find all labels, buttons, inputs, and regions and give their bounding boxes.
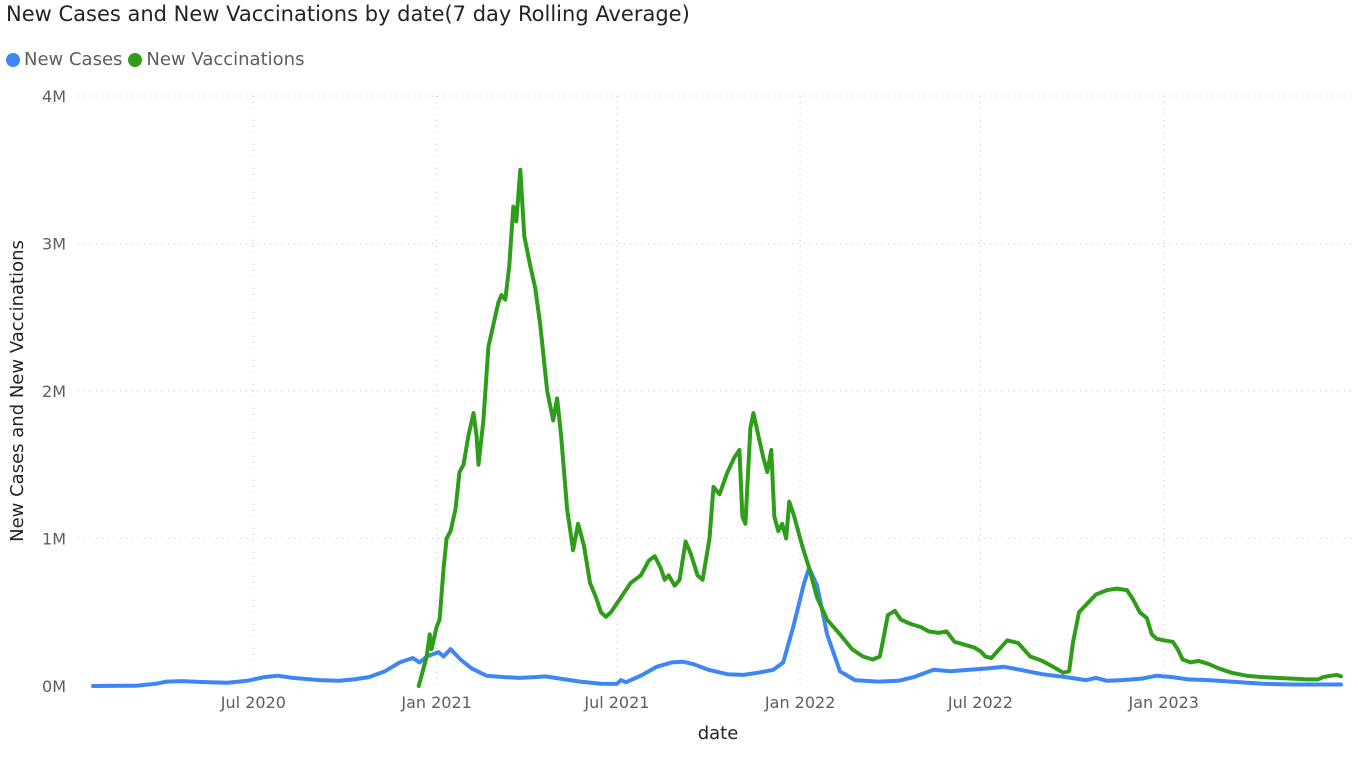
y-tick-label: 0M [42, 677, 66, 696]
legend-label-new-cases: New Cases [24, 49, 123, 70]
y-tick-label: 3M [42, 235, 66, 254]
legend-marker-new-vaccinations [128, 52, 143, 67]
series-line-new-cases[interactable] [91, 566, 1343, 688]
y-tick-label: 2M [42, 382, 66, 401]
legend-label-new-vaccinations: New Vaccinations [146, 49, 305, 70]
x-axis-title: date [698, 723, 739, 744]
chart-title: New Cases and New Vaccinations by date(7… [6, 2, 690, 26]
series-lines [91, 167, 1343, 688]
x-tick-label: Jul 2022 [947, 693, 1013, 712]
y-tick-label: 4M [42, 87, 66, 106]
y-axis-ticks: 0M 1M 2M 3M 4M [42, 87, 66, 696]
x-tick-label: Jan 2021 [400, 693, 471, 712]
x-axis-ticks: Jul 2020 Jan 2021 Jul 2021 Jan 2022 Jul 2022… [220, 693, 1199, 712]
legend-item-new-cases[interactable]: New Cases [6, 49, 122, 70]
legend-marker-new-cases [6, 52, 20, 67]
x-tick-label: Jan 2023 [1127, 693, 1198, 712]
series-line-new-vaccinations[interactable] [416, 167, 1343, 688]
gridlines [78, 95, 1351, 686]
legend-item-new-vaccinations[interactable]: New Vaccinations [128, 49, 304, 70]
y-tick-label: 1M [42, 530, 66, 549]
x-tick-label: Jan 2022 [764, 693, 835, 712]
x-tick-label: Jul 2021 [583, 693, 649, 712]
y-axis-title: New Cases and New Vaccinations [7, 240, 28, 542]
x-tick-label: Jul 2020 [220, 693, 286, 712]
chart-legend: New Cases New Vaccinations [6, 49, 310, 70]
